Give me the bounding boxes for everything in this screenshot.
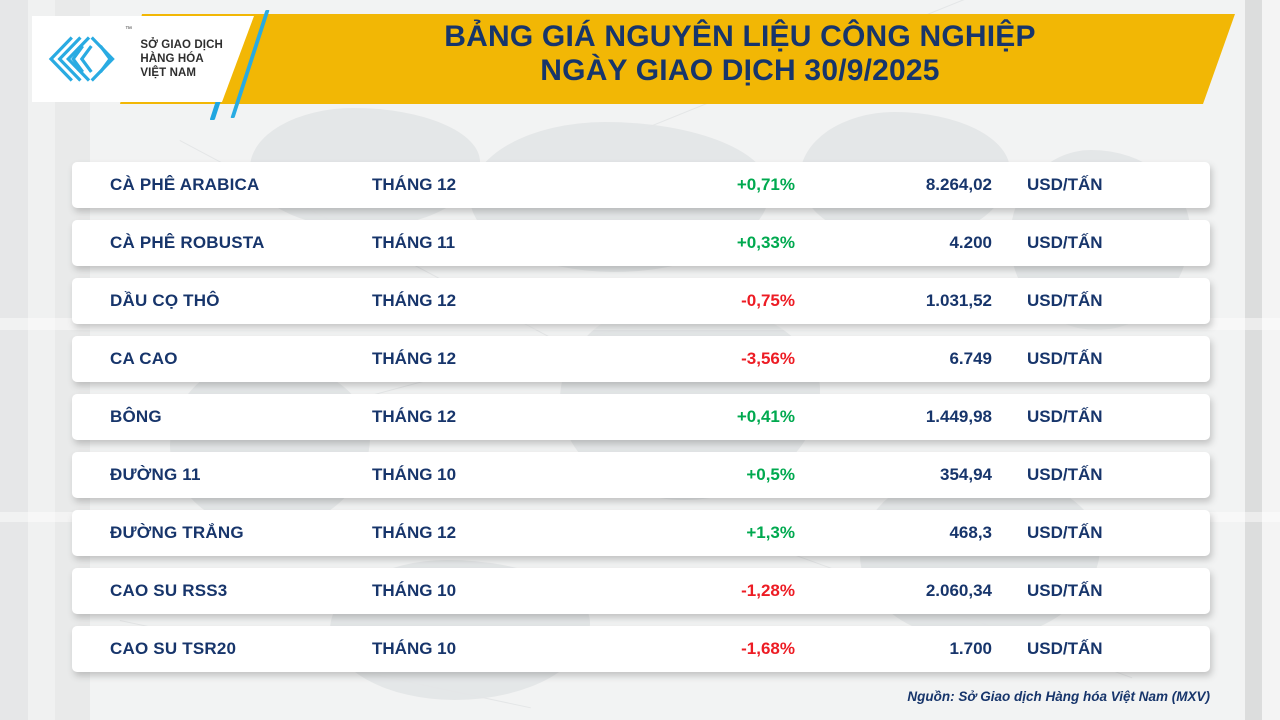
- price-change-cell: -3,56%: [741, 349, 795, 368]
- contract-month-cell: THÁNG 12: [372, 175, 457, 194]
- price-value-cell: 1.449,98: [925, 407, 992, 426]
- commodity-name-cell: CÀ PHÊ ARABICA: [110, 175, 260, 194]
- brand-line-1: SỞ GIAO DỊCH: [140, 38, 223, 51]
- table-row[interactable]: CÀ PHÊ ARABICA THÁNG 12 +0,71% 8.264,02 USD/…: [72, 162, 1210, 208]
- table-row[interactable]: CAO SU RSS3 THÁNG 10 -1,28% 2.060,34 USD/TẤN: [72, 568, 1210, 614]
- price-unit-cell: USD/TẤN: [1027, 523, 1103, 542]
- price-unit-cell: USD/TẤN: [1027, 291, 1103, 310]
- brand-logo-panel: ™ SỞ GIAO DỊCH HÀNG HÓA VIỆT NAM: [32, 16, 254, 102]
- price-value-cell: 8.264,02: [925, 175, 992, 194]
- price-change-cell: -1,28%: [741, 581, 795, 600]
- source-note: Nguồn: Sở Giao dịch Hàng hóa Việt Nam (M…: [907, 689, 1210, 704]
- price-change-cell: +0,5%: [746, 465, 795, 484]
- price-unit-cell: USD/TẤN: [1027, 175, 1103, 194]
- table-row[interactable]: ĐƯỜNG TRẮNG THÁNG 12 +1,3% 468,3 USD/TẤN: [72, 510, 1210, 556]
- price-change-cell: +0,33%: [736, 233, 795, 252]
- table-row[interactable]: CA CAO THÁNG 12 -3,56% 6.749 USD/TẤN: [72, 336, 1210, 382]
- contract-month-cell: THÁNG 10: [372, 465, 457, 484]
- brand-line-3: VIỆT NAM: [140, 67, 197, 79]
- commodity-name-cell: CAO SU RSS3: [110, 581, 228, 600]
- price-change-cell: +0,71%: [736, 175, 795, 194]
- price-unit-cell: USD/TẤN: [1027, 407, 1103, 426]
- price-change-cell: +0,41%: [736, 407, 795, 426]
- contract-month-cell: THÁNG 11: [372, 233, 456, 252]
- price-value-cell: 468,3: [949, 523, 992, 542]
- mxv-chevron-maze-logo-icon: [46, 35, 120, 83]
- price-unit-cell: USD/TẤN: [1027, 581, 1103, 600]
- table-row[interactable]: ĐƯỜNG 11 THÁNG 10 +0,5% 354,94 USD/TẤN: [72, 452, 1210, 498]
- commodity-name-cell: CÀ PHÊ ROBUSTA: [110, 233, 265, 252]
- table-row[interactable]: CAO SU TSR20 THÁNG 10 -1,68% 1.700 USD/TẤN: [72, 626, 1210, 672]
- contract-month-cell: THÁNG 12: [372, 291, 457, 310]
- price-value-cell: 1.031,52: [925, 291, 992, 310]
- commodity-name-cell: BÔNG: [110, 407, 162, 426]
- price-unit-cell: USD/TẤN: [1027, 639, 1103, 658]
- page-title-line-2: NGÀY GIAO DỊCH 30/9/2025: [540, 53, 940, 87]
- table-row[interactable]: BÔNG THÁNG 12 +0,41% 1.449,98 USD/TẤN: [72, 394, 1210, 440]
- price-value-cell: 6.749: [949, 349, 992, 368]
- contract-month-cell: THÁNG 10: [372, 639, 457, 658]
- page-header: ™ SỞ GIAO DỊCH HÀNG HÓA VIỆT NAM BẢNG GI…: [0, 0, 1280, 120]
- trademark-symbol: ™: [125, 26, 133, 33]
- price-unit-cell: USD/TẤN: [1027, 233, 1103, 252]
- price-change-cell: -1,68%: [741, 639, 795, 658]
- commodity-name-cell: CA CAO: [110, 349, 178, 368]
- price-unit-cell: USD/TẤN: [1027, 349, 1103, 368]
- price-value-cell: 354,94: [940, 465, 992, 484]
- price-change-cell: +1,3%: [746, 523, 795, 542]
- price-value-cell: 1.700: [949, 639, 992, 658]
- price-value-cell: 2.060,34: [925, 581, 992, 600]
- brand-line-2: HÀNG HÓA: [140, 52, 204, 65]
- table-row[interactable]: DẦU CỌ THÔ THÁNG 12 -0,75% 1.031,52 USD/TẤN: [72, 278, 1210, 324]
- page-title: BẢNG GIÁ NGUYÊN LIỆU CÔNG NGHIỆP NGÀY GI…: [300, 20, 1180, 87]
- contract-month-cell: THÁNG 10: [372, 581, 457, 600]
- contract-month-cell: THÁNG 12: [372, 407, 457, 426]
- commodity-name-cell: DẦU CỌ THÔ: [110, 291, 220, 310]
- commodity-name-cell: ĐƯỜNG 11: [110, 465, 201, 484]
- commodity-name-cell: ĐƯỜNG TRẮNG: [110, 523, 244, 542]
- contract-month-cell: THÁNG 12: [372, 523, 457, 542]
- page-title-line-1: BẢNG GIÁ NGUYÊN LIỆU CÔNG NGHIỆP: [444, 20, 1036, 53]
- price-unit-cell: USD/TẤN: [1027, 465, 1103, 484]
- contract-month-cell: THÁNG 12: [372, 349, 457, 368]
- brand-logo-text: SỞ GIAO DỊCH HÀNG HÓA VIỆT NAM: [140, 38, 223, 80]
- commodity-name-cell: CAO SU TSR20: [110, 639, 237, 658]
- table-row[interactable]: CÀ PHÊ ROBUSTA THÁNG 11 +0,33% 4.200 USD/TẤN: [72, 220, 1210, 266]
- price-value-cell: 4.200: [949, 233, 992, 252]
- price-change-cell: -0,75%: [741, 291, 795, 310]
- commodity-price-table: CÀ PHÊ ARABICA THÁNG 12 +0,71% 8.264,02 USD/…: [72, 162, 1210, 684]
